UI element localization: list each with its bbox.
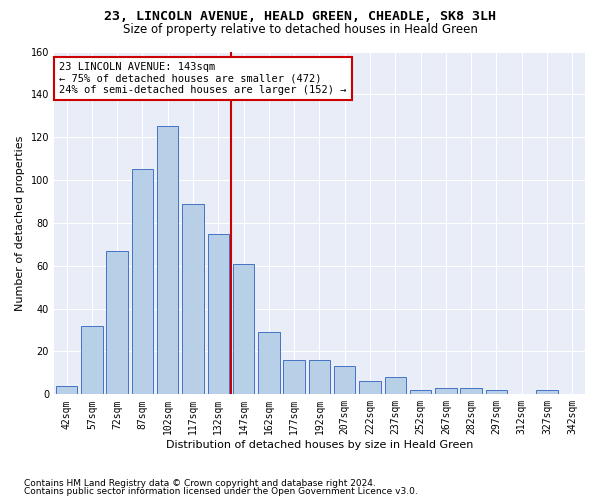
Bar xyxy=(460,388,482,394)
Bar xyxy=(385,377,406,394)
Bar xyxy=(536,390,558,394)
Text: Contains public sector information licensed under the Open Government Licence v3: Contains public sector information licen… xyxy=(24,487,418,496)
Text: 23, LINCOLN AVENUE, HEALD GREEN, CHEADLE, SK8 3LH: 23, LINCOLN AVENUE, HEALD GREEN, CHEADLE… xyxy=(104,10,496,23)
Bar xyxy=(410,390,431,394)
Text: Size of property relative to detached houses in Heald Green: Size of property relative to detached ho… xyxy=(122,22,478,36)
Bar xyxy=(486,390,507,394)
Bar xyxy=(208,234,229,394)
Bar xyxy=(81,326,103,394)
Bar xyxy=(233,264,254,394)
Bar xyxy=(283,360,305,394)
Text: Contains HM Land Registry data © Crown copyright and database right 2024.: Contains HM Land Registry data © Crown c… xyxy=(24,478,376,488)
Bar xyxy=(182,204,204,394)
Bar xyxy=(56,386,77,394)
Bar xyxy=(157,126,178,394)
Bar xyxy=(106,251,128,394)
Bar xyxy=(435,388,457,394)
Bar xyxy=(131,170,153,394)
Text: 23 LINCOLN AVENUE: 143sqm
← 75% of detached houses are smaller (472)
24% of semi: 23 LINCOLN AVENUE: 143sqm ← 75% of detac… xyxy=(59,62,347,95)
Bar xyxy=(359,382,381,394)
Bar xyxy=(334,366,355,394)
X-axis label: Distribution of detached houses by size in Heald Green: Distribution of detached houses by size … xyxy=(166,440,473,450)
Bar xyxy=(309,360,330,394)
Bar xyxy=(258,332,280,394)
Y-axis label: Number of detached properties: Number of detached properties xyxy=(15,135,25,310)
